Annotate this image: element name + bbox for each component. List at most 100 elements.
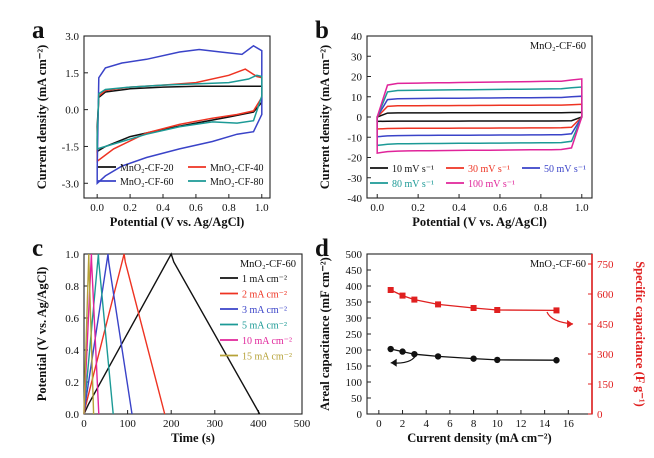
legend: 10 mV s⁻¹ 30 mV s⁻¹ 50 mV s⁻¹ 80 mV s⁻¹ 100 … [370,164,586,190]
areal-axis-arrowhead [390,358,397,367]
x-tick-label: 16 [563,418,575,430]
panel-c-gcd-curves: 0 100 200 300 400 500 0.0 0.2 0.4 0.6 0.8 1.0 Time (… [32,235,311,445]
x-tick-label: 0 [81,418,87,430]
y-tick-label: -10 [347,132,362,144]
legend-label: MnO₂-CF-80 [210,177,264,188]
cv-loop-red [376,103,583,130]
specific-capacitance-marker [435,301,442,308]
y-axis-label: Current density (mA cm⁻²) [35,45,49,189]
y-tick-label: 0.0 [65,409,79,421]
y-tick-label: -20 [347,153,362,165]
x-tick-label: 0.8 [534,202,548,214]
specific-capacitance-marker [387,287,394,293]
right-y-tick-label: 300 [597,349,614,361]
cv-loop-magenta [376,78,583,154]
specific-capacitance-marker [494,307,501,313]
x-tick-label: 0.6 [493,202,507,214]
y-tick-label: 0.6 [65,313,79,325]
legend-label: 10 mV s⁻¹ [392,164,434,175]
y-tick-label: -40 [347,193,362,205]
x-tick-label: 0.4 [156,202,170,214]
gcd-curve-olive [83,253,95,415]
y-tick-label: -1.5 [62,141,80,153]
areal-capacitance-marker [434,353,442,360]
legend-label: 2 mA cm⁻² [242,290,287,301]
x-tick-label: 500 [294,418,311,430]
x-tick-label: 0 [376,418,382,430]
y-tick-label: 1.0 [65,249,79,261]
y-tick-label: 0.4 [65,345,79,357]
y-tick-label: 1.5 [65,68,79,80]
x-tick-label: 0.4 [452,202,466,214]
x-tick-label: 100 [119,418,136,430]
legend-label: 30 mV s⁻¹ [468,164,510,175]
legend-label: 100 mV s⁻¹ [468,179,515,190]
cv-loop-red [96,68,263,163]
x-axis-label: Current density (mA cm⁻²) [407,431,551,445]
x-tick-label: 0.2 [123,202,137,214]
areal-capacitance-marker [494,356,501,364]
right-y-tick-label: 0 [597,409,603,421]
specific-axis-arrowhead [567,320,574,328]
right-y-tick-label: 600 [597,289,614,301]
y-tick-label: 0.0 [65,105,79,117]
x-tick-label: 2 [400,418,406,430]
right-y-tick-label: 150 [597,379,614,391]
y-tick-label: 0 [357,112,363,124]
x-tick-label: 1.0 [255,202,269,214]
plot-frame [366,253,593,415]
y-tick-label: -30 [347,173,362,185]
gcd-curve-black [83,252,261,415]
areal-capacitance-marker [399,348,406,355]
cv-loop-black [376,111,583,123]
x-tick-label: 8 [471,418,477,430]
panel-a-cv-comparison: 0.0 0.2 0.4 0.6 0.8 1.0 -3.0 -1.5 0.0 1.5 3.0 Poten… [32,17,271,229]
right-y-tick-label: 750 [597,259,614,271]
legend-label: MnO₂-CF-20 [120,163,174,174]
y-tick-label: 500 [346,249,363,261]
cv-loop-blue [96,44,263,185]
y-tick-label: 20 [351,72,363,84]
y-tick-label: 200 [346,345,363,357]
sample-annotation: MnO₂-CF-60 [530,259,586,270]
right-y-tick-label: 450 [597,319,614,331]
y-tick-label: 450 [346,265,363,277]
sample-annotation: MnO₂-CF-60 [530,41,586,52]
y-tick-label: 400 [346,281,363,293]
legend-label: 5 mA cm⁻² [242,321,287,332]
x-tick-label: 0.0 [90,202,104,214]
x-axis-label: Potential (V vs. Ag/AgCl) [412,215,547,229]
specific-capacitance-marker [470,305,477,311]
legend: 1 mA cm⁻² 2 mA cm⁻² 3 mA cm⁻² 5 mA cm⁻² 10 m… [220,274,292,363]
x-tick-label: 200 [163,418,180,430]
y-tick-label: 0.8 [65,281,79,293]
legend-label: 1 mA cm⁻² [242,274,287,285]
y-tick-label: 350 [346,297,363,309]
legend-label: 50 mV s⁻¹ [544,164,586,175]
x-tick-label: 0.2 [411,202,425,214]
x-tick-label: 6 [447,418,453,430]
x-axis-label: Time (s) [171,431,215,445]
sample-annotation: MnO₂-CF-60 [240,259,296,270]
x-tick-label: 300 [207,418,224,430]
x-axis-label: Potential (V vs. Ag/AgCl) [110,215,245,229]
cv-loop-teal [96,74,263,150]
y-tick-label: 0 [357,409,363,421]
y-tick-label: 50 [351,393,363,405]
specific-capacitance-marker [411,296,418,303]
legend-label: MnO₂-CF-60 [120,177,174,188]
x-tick-label: 12 [515,418,526,430]
cv-loop-blue [376,95,583,138]
legend-label: 3 mA cm⁻² [242,305,287,316]
panel-label: b [315,17,329,44]
x-tick-label: 14 [539,418,551,430]
y-tick-label: 250 [346,329,363,341]
legend-label: 10 mA cm⁻² [242,336,292,347]
panel-d-capacitance-vs-current: 0 2 4 6 8 10 12 14 16 0 50 100 150 200 250 300 350 400 450… [315,235,647,445]
y-tick-label: 100 [346,377,363,389]
areal-capacitance-marker [470,355,477,362]
y-tick-label: 30 [351,51,363,63]
x-tick-label: 0.8 [222,202,236,214]
specific-capacitance-marker [553,307,560,314]
